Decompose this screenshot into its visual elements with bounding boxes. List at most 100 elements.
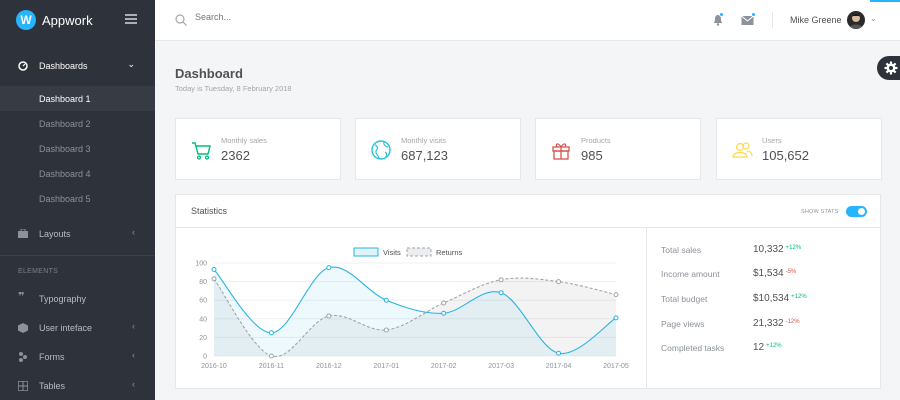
data-point-visits [556, 350, 562, 356]
panel-title: Statistics [191, 206, 228, 216]
search-input[interactable] [195, 12, 395, 22]
x-tick-label: 2016-10 [201, 363, 227, 370]
mail-icon[interactable] [741, 15, 754, 26]
panel-column-divider [646, 228, 647, 388]
chevron-left-icon: ‹ [132, 350, 135, 360]
page-title: Dashboard [175, 66, 243, 81]
brand[interactable]: W Appwork [0, 0, 155, 40]
y-tick-label: 20 [199, 335, 207, 342]
data-point-returns [498, 277, 504, 283]
x-tick-label: 2017-04 [546, 363, 572, 370]
sidebar-subitem-dashboard-4[interactable]: Dashboard 4 [39, 168, 91, 179]
y-tick-label: 40 [199, 316, 207, 323]
stat-card-users: Users 105,652 [716, 118, 882, 180]
gear-icon [884, 61, 898, 75]
y-tick-label: 100 [195, 261, 207, 268]
statistics-panel: Statistics SHOW STATS 0 20 40 60 80 100 2016-1… [175, 194, 881, 389]
sidebar-item-dashboards[interactable]: Dashboards ⌄ [0, 53, 155, 79]
gift-icon [552, 143, 570, 160]
sidebar-item-layouts[interactable]: Layouts ‹ [0, 221, 155, 247]
summary-change: +12% [766, 343, 782, 349]
topbar: Mike Greene ⌄ [155, 0, 900, 41]
sidebar-item-user-interface[interactable]: User inteface ‹ [0, 315, 155, 341]
sidebar-item-forms[interactable]: Forms ‹ [0, 344, 155, 370]
search-icon[interactable] [175, 14, 187, 26]
dashboard-gauge-icon [18, 61, 28, 71]
globe-icon [371, 140, 391, 160]
panel-divider [176, 227, 880, 228]
y-tick-label: 80 [199, 279, 207, 286]
chevron-left-icon: ‹ [132, 227, 135, 237]
user-name[interactable]: Mike Greene [790, 15, 842, 25]
show-stats-toggle[interactable] [846, 206, 867, 217]
data-point-visits [498, 290, 504, 296]
legend-label: Returns [436, 248, 463, 257]
legend-swatch [406, 247, 432, 257]
summary-label: Total sales [661, 245, 702, 255]
message-dot [751, 12, 756, 17]
summary-label: Page views [661, 319, 705, 329]
chevron-left-icon: ‹ [132, 321, 135, 331]
x-tick-label: 2016-11 [259, 363, 284, 370]
data-point-returns [613, 292, 619, 298]
stat-card-monthly-visits: Monthly visits 687,123 [355, 118, 521, 180]
sidebar-subitem-dashboard-1[interactable]: Dashboard 1 [0, 86, 155, 111]
cube-icon [18, 323, 28, 333]
stat-card-products: Products 985 [535, 118, 701, 180]
notification-dot [719, 12, 724, 17]
sidebar: W Appwork Dashboards ⌄ Dashboard 1 Dashb… [0, 0, 155, 400]
sidebar-item-typography[interactable]: ❞ Typography [18, 291, 87, 304]
data-point-visits [613, 315, 619, 321]
x-tick-label: 2017-03 [488, 363, 514, 370]
series-area-returns [214, 278, 616, 357]
data-point-visits [211, 267, 217, 273]
summary-change: -12% [785, 319, 800, 325]
summary-value: 10,332 [753, 244, 784, 255]
users-icon [732, 142, 753, 158]
x-tick-label: 2017-05 [603, 363, 629, 370]
sidebar-item-label: Dashboards [39, 61, 88, 71]
topbar-divider [772, 12, 773, 28]
stat-label: Products [581, 136, 611, 145]
stat-value: 105,652 [762, 148, 809, 163]
bell-icon[interactable] [712, 14, 724, 26]
data-point-returns [556, 279, 562, 285]
x-tick-label: 2017-02 [431, 363, 457, 370]
y-tick-label: 60 [199, 298, 207, 305]
sidebar-item-tables[interactable]: Tables ‹ [0, 373, 155, 399]
stat-card-monthly-sales: Monthly sales 2362 [175, 118, 341, 180]
sidebar-section-header: ELEMENTS [18, 268, 59, 275]
summary-label: Completed tasks [661, 343, 725, 353]
summary-value: $1,534 [753, 268, 784, 279]
brand-logo: W [16, 10, 36, 30]
sidebar-divider [0, 255, 155, 256]
statistics-chart: 0 20 40 60 80 100 2016-10 2016-11 2016-12 2017-01… [195, 247, 629, 370]
show-stats-label: SHOW STATS [801, 209, 839, 215]
legend-label: Visits [383, 248, 401, 257]
sidebar-subitem-dashboard-3[interactable]: Dashboard 3 [39, 143, 91, 154]
menu-toggle-icon[interactable] [125, 14, 137, 24]
summary-value: 12 [753, 342, 765, 353]
stat-value: 985 [581, 148, 603, 163]
stat-value: 2362 [221, 148, 250, 163]
summary-change: -5% [785, 269, 797, 275]
chevron-left-icon: ‹ [132, 379, 135, 389]
avatar[interactable] [847, 11, 865, 29]
table-icon [18, 381, 28, 391]
quote-icon: ❞ [18, 291, 25, 303]
sidebar-subitem-dashboard-5[interactable]: Dashboard 5 [39, 193, 91, 204]
page-subtitle: Today is Tuesday, 8 February 2018 [175, 84, 292, 93]
top-accent-bar [870, 0, 900, 2]
stat-label: Users [762, 136, 782, 145]
summary-value: 21,332 [753, 318, 784, 329]
settings-tab[interactable] [877, 56, 900, 80]
data-point-visits [268, 330, 274, 336]
x-tick-label: 2017-01 [373, 363, 399, 370]
sidebar-subitem-dashboard-2[interactable]: Dashboard 2 [39, 118, 91, 129]
series-area-visits [214, 267, 616, 356]
data-point-returns [211, 276, 217, 282]
chevron-down-icon[interactable]: ⌄ [870, 14, 877, 23]
summary-change: +12% [785, 245, 802, 251]
summary-label: Total budget [661, 294, 708, 304]
data-point-visits [383, 297, 389, 303]
